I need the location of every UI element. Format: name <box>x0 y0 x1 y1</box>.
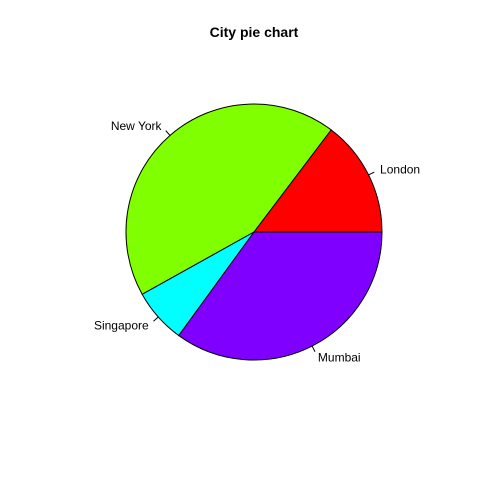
leader-line-london <box>368 171 375 176</box>
slice-label-london: London <box>380 162 420 176</box>
leader-line-singapore <box>153 316 159 322</box>
pie-labels: London New York Singapore Mumbai <box>94 119 420 365</box>
slice-label-singapore: Singapore <box>94 318 149 332</box>
slice-label-new-york: New York <box>111 119 163 133</box>
chart-title: City pie chart <box>210 24 299 40</box>
pie-slices <box>125 103 383 361</box>
pie-slice-mumbai <box>178 231 383 361</box>
slice-label-mumbai: Mumbai <box>318 350 361 364</box>
leader-line-new-york <box>165 130 171 136</box>
leader-line-mumbai <box>311 345 316 352</box>
pie-slice-london <box>252 129 383 233</box>
